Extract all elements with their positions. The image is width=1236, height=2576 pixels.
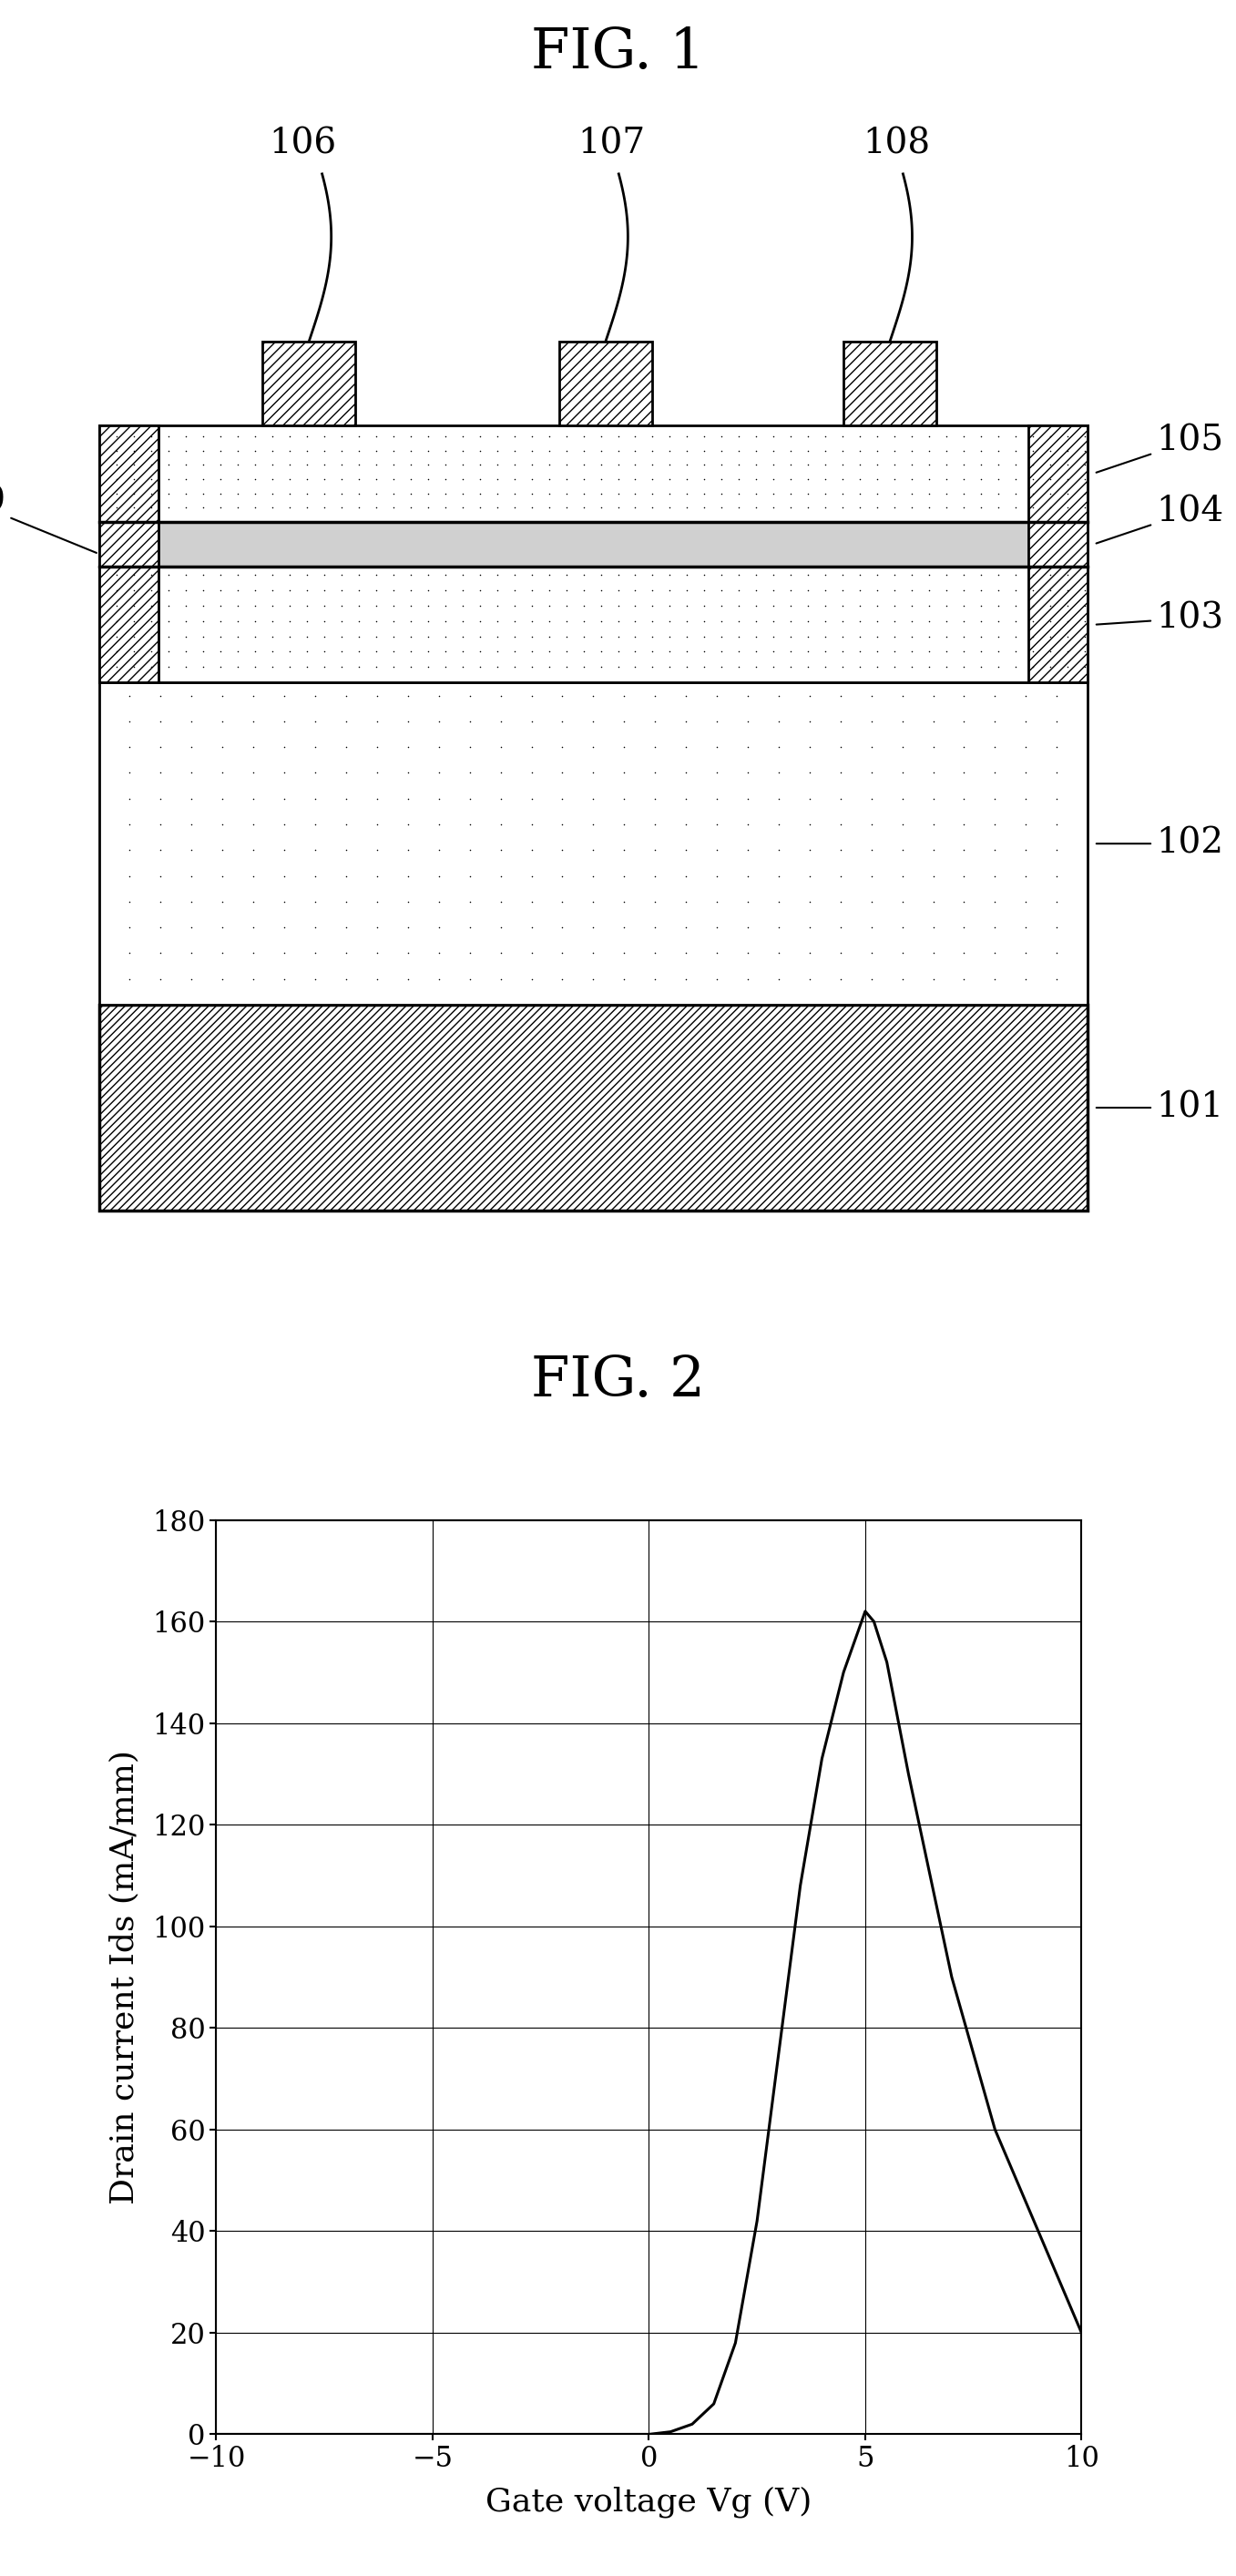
Text: FIG. 1: FIG. 1 xyxy=(531,26,705,80)
Text: 103: 103 xyxy=(1096,600,1224,636)
Text: 104: 104 xyxy=(1096,495,1224,544)
Bar xyxy=(1028,425,1088,683)
Y-axis label: Drain current Ids (mA/mm): Drain current Ids (mA/mm) xyxy=(109,1749,140,2205)
Text: FIG. 2: FIG. 2 xyxy=(531,1352,705,1409)
Text: 105: 105 xyxy=(1096,425,1224,471)
Text: 106: 106 xyxy=(269,126,336,160)
Bar xyxy=(843,340,937,425)
X-axis label: Gate voltage Vg (V): Gate voltage Vg (V) xyxy=(486,2486,812,2517)
Bar xyxy=(99,425,158,683)
Bar xyxy=(559,340,653,425)
Bar xyxy=(263,340,356,425)
Bar xyxy=(99,520,1088,567)
Text: 102: 102 xyxy=(1096,827,1224,860)
Bar xyxy=(99,425,1088,520)
Text: 107: 107 xyxy=(578,126,645,160)
Bar xyxy=(99,683,1088,1005)
Text: 109: 109 xyxy=(0,484,96,554)
Text: 101: 101 xyxy=(1096,1090,1224,1126)
Bar xyxy=(99,1005,1088,1211)
Text: 108: 108 xyxy=(863,126,929,160)
Bar xyxy=(99,567,1088,683)
